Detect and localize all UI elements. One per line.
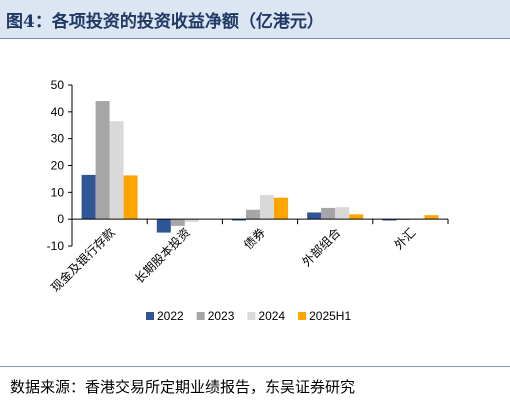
- figure-title-bar: 图4：各项投资的投资收益净额（亿港元）: [0, 0, 510, 39]
- y-tick-label: 0: [57, 212, 64, 226]
- legend-swatch-2022: [146, 312, 154, 320]
- legend-label-2025H1: 2025H1: [309, 309, 351, 323]
- bar-2022-2: [232, 219, 246, 221]
- bar-2022-0: [81, 174, 96, 220]
- y-tick-label: -10: [47, 239, 65, 253]
- legend: 2022 2023 2024 2025H1: [146, 309, 351, 323]
- bar-2024-1: [184, 219, 199, 222]
- legend-swatch-2025H1: [298, 312, 307, 320]
- bar-2024-3: [335, 207, 350, 220]
- bar-2022-4: [382, 219, 397, 221]
- bar-2023-1: [170, 219, 185, 226]
- y-tick-label: 10: [51, 185, 65, 199]
- bar-2022-1: [156, 219, 171, 233]
- legend-label-2022: 2022: [157, 309, 184, 323]
- x-category-label: 债券: [241, 225, 269, 253]
- bar-2022-3: [307, 212, 322, 220]
- y-axis: -10 0 10 20 30 40 50: [47, 78, 72, 253]
- bar-2023-2: [246, 209, 260, 220]
- x-category-label: 外部组合: [299, 225, 344, 270]
- legend-swatch-2024: [247, 312, 256, 320]
- legend-swatch-2023: [196, 312, 205, 320]
- bar-2025H1-3: [349, 214, 364, 220]
- x-category-label: 长期股本投资: [131, 225, 193, 287]
- x-category-label: 外汇: [392, 225, 419, 252]
- axes: [71, 85, 449, 246]
- y-tick-label: 20: [51, 159, 65, 173]
- source-note: 数据来源：香港交易所定期业绩报告，东吴证券研究: [10, 378, 356, 396]
- bar-2024-2: [260, 195, 274, 220]
- y-tick-label: 50: [51, 78, 65, 92]
- bars: [81, 101, 439, 233]
- figure-title: 图4：各项投资的投资收益净额（亿港元）: [6, 12, 324, 32]
- x-axis: 现金及银行存款 长期股本投资 债券 外部组合 外汇: [48, 225, 419, 295]
- source-divider: [0, 366, 510, 367]
- bar-2023-0: [95, 101, 110, 220]
- bar-chart: -10 0 10 20 30 40 50 现金及银行存款 长期股本投资 债券 外部组合 外汇 202…: [47, 78, 449, 323]
- bar-2024-0: [109, 121, 124, 220]
- y-tick-label: 30: [51, 132, 65, 146]
- legend-label-2024: 2024: [258, 309, 285, 323]
- bar-2023-3: [321, 207, 336, 220]
- x-category-label: 现金及银行存款: [48, 225, 118, 295]
- bar-2025H1-0: [123, 175, 138, 220]
- legend-label-2023: 2023: [208, 309, 235, 323]
- bar-2025H1-2: [274, 197, 288, 220]
- y-tick-label: 40: [51, 105, 65, 119]
- bar-2025H1-4: [424, 215, 439, 220]
